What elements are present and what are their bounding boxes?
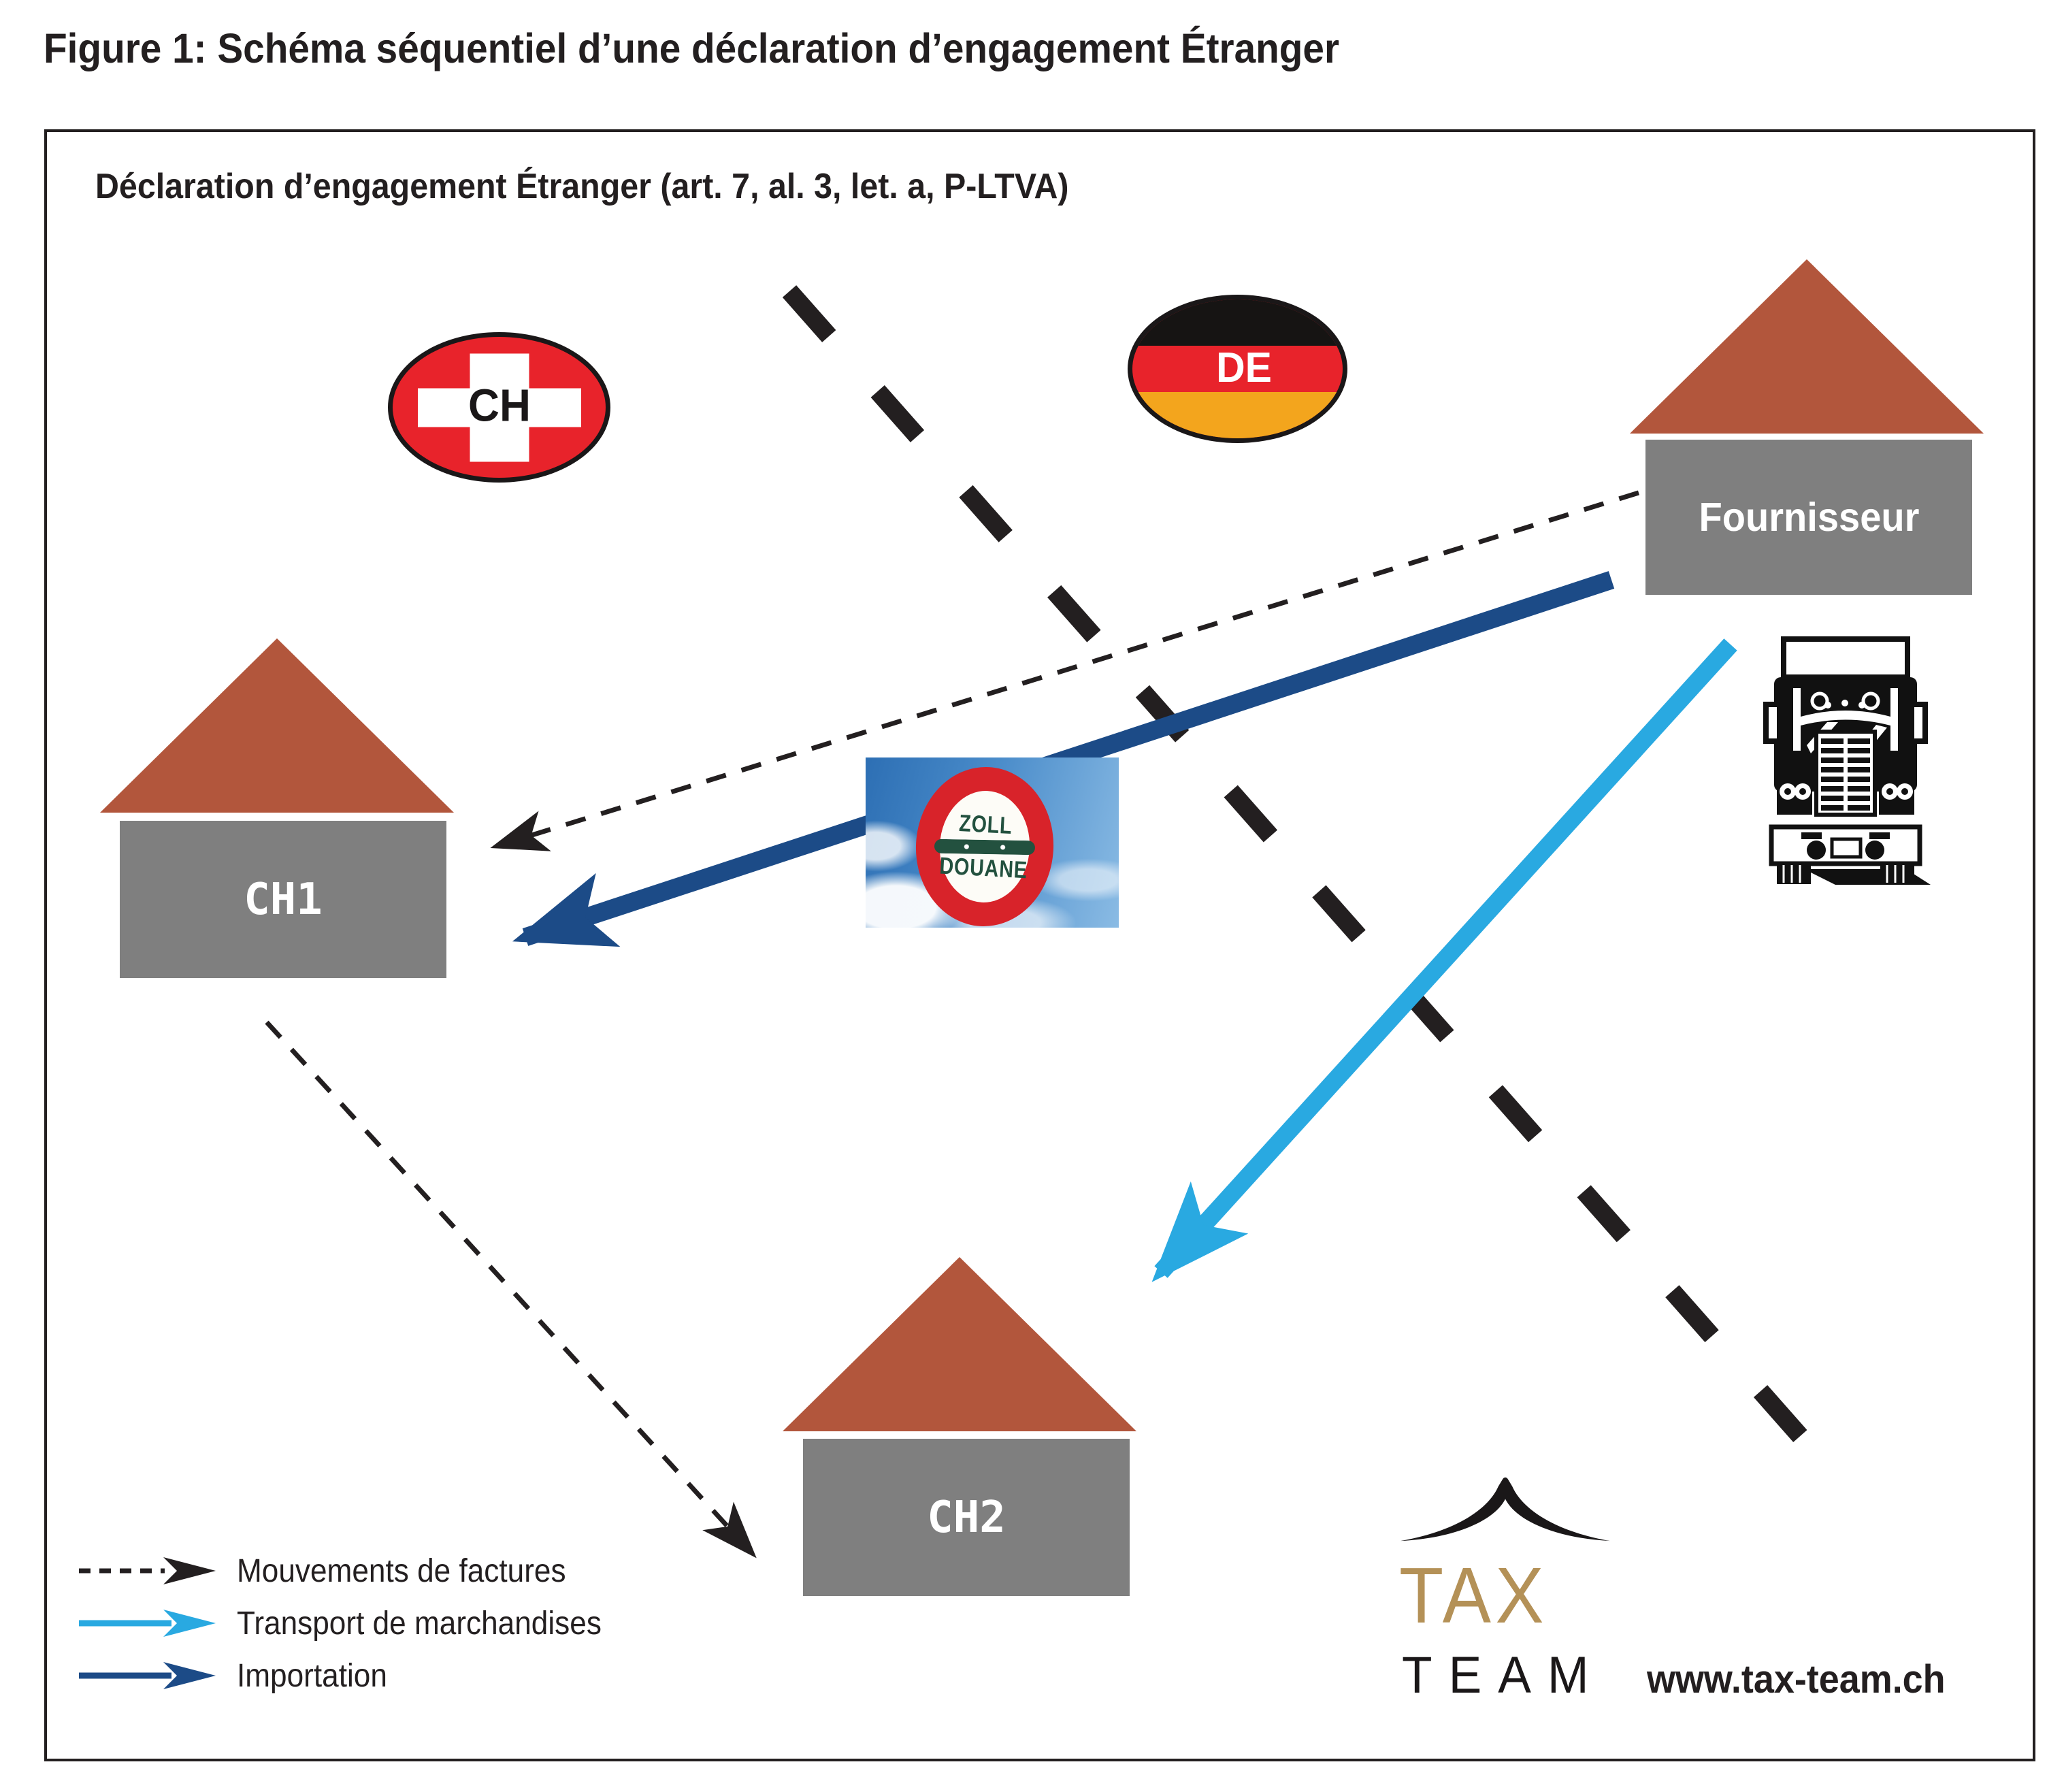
legend-item-import: Importation bbox=[76, 1654, 634, 1697]
customs-sign-photo: ZOLL DOUANE bbox=[866, 757, 1119, 928]
german-badge-label: DE bbox=[1215, 344, 1272, 392]
legend-label-invoices: Mouvements de factures bbox=[237, 1552, 566, 1589]
legend-item-invoices: Mouvements de factures bbox=[76, 1549, 634, 1593]
truck-icon bbox=[1763, 636, 1931, 885]
supplier-label: Fournisseur bbox=[1699, 495, 1919, 540]
customs-sign-line2: DOUANE bbox=[938, 852, 1028, 883]
figure-title: Figure 1: Schéma séquentiel d’une déclar… bbox=[44, 25, 1437, 72]
ch2-label: CH2 bbox=[927, 1492, 1006, 1543]
legend-label-import: Importation bbox=[237, 1657, 387, 1694]
legend-item-transport: Transport de marchandises bbox=[76, 1601, 634, 1645]
figure-title-text: Figure 1: Schéma séquentiel d’une déclar… bbox=[44, 25, 1340, 71]
german-flag-black-stripe bbox=[1132, 299, 1343, 346]
legend: Mouvements de factures Transport de marc… bbox=[76, 1549, 634, 1697]
cyan-arrow-icon bbox=[79, 1610, 216, 1637]
swiss-flag-badge: CH bbox=[388, 332, 610, 483]
website-url: www.tax-team.ch bbox=[1647, 1657, 1946, 1701]
german-flag-gold-stripe bbox=[1132, 391, 1343, 438]
legend-label-transport: Transport de marchandises bbox=[237, 1605, 602, 1642]
dashed-arrow-icon bbox=[79, 1557, 216, 1584]
tent-icon bbox=[1400, 1477, 1610, 1542]
diagram-heading-text: Déclaration d’engagement Étranger (art. … bbox=[95, 167, 1069, 206]
logo-word-team: TEAM bbox=[1402, 1646, 1605, 1704]
logo-word-tax: TAX bbox=[1399, 1551, 1548, 1640]
german-flag-badge: DE bbox=[1128, 295, 1347, 443]
swiss-cross-icon-vertical bbox=[470, 353, 529, 461]
customs-sign-line1: ZOLL bbox=[958, 809, 1013, 839]
ch1-label: CH1 bbox=[244, 874, 323, 925]
website-text: www.tax-team.ch bbox=[1647, 1657, 1968, 1702]
customs-sign-icon: ZOLL DOUANE bbox=[912, 763, 1058, 928]
diagram-heading: Déclaration d’engagement Étranger (art. … bbox=[95, 166, 1142, 207]
supplier-house: Fournisseur bbox=[1645, 440, 1972, 595]
navy-arrow-icon bbox=[79, 1662, 216, 1689]
ch1-house: CH1 bbox=[120, 821, 446, 978]
swiss-badge-label: CH bbox=[468, 379, 531, 431]
ch2-house: CH2 bbox=[803, 1439, 1130, 1596]
